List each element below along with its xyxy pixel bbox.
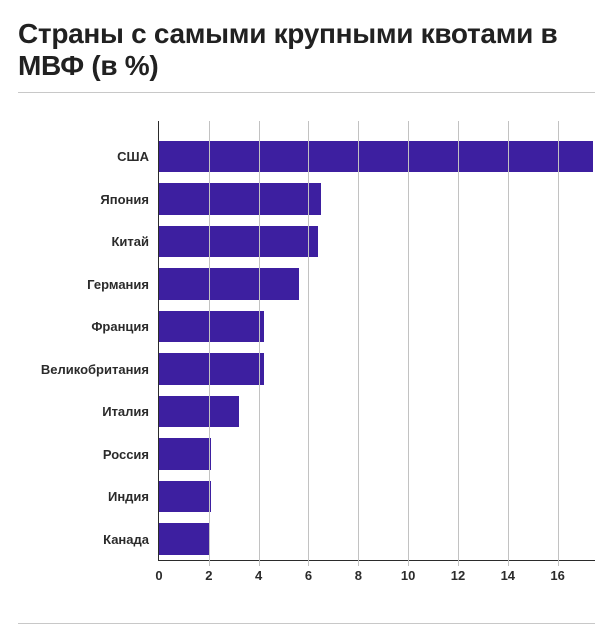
y-category-label: Индия xyxy=(108,489,159,504)
gridline xyxy=(308,121,309,566)
y-category-label: Германия xyxy=(87,277,159,292)
divider-top xyxy=(18,92,595,93)
gridline xyxy=(358,121,359,566)
x-tick-label: 2 xyxy=(205,560,212,583)
bar xyxy=(159,268,299,299)
plot-area: СШАЯпонияКитайГерманияФранцияВеликобрита… xyxy=(158,121,595,561)
bar xyxy=(159,523,209,554)
y-category-label: Китай xyxy=(111,234,159,249)
x-tick-label: 14 xyxy=(501,560,515,583)
bar xyxy=(159,396,239,427)
bar xyxy=(159,141,593,172)
y-category-label: Италия xyxy=(102,404,159,419)
bar xyxy=(159,438,211,469)
x-tick-label: 8 xyxy=(355,560,362,583)
bar-row: Канада xyxy=(159,518,595,561)
bar xyxy=(159,226,318,257)
bar-row: Франция xyxy=(159,305,595,348)
x-tick-label: 6 xyxy=(305,560,312,583)
bar-row: Индия xyxy=(159,475,595,518)
chart-title: Страны с самыми крупными квотами в МВФ (… xyxy=(18,18,595,82)
bar-row: Япония xyxy=(159,178,595,221)
y-category-label: Канада xyxy=(103,532,159,547)
gridline xyxy=(408,121,409,566)
bar xyxy=(159,481,211,512)
y-category-label: Франция xyxy=(91,319,159,334)
bar-row: Россия xyxy=(159,433,595,476)
x-tick-label: 16 xyxy=(550,560,564,583)
bar xyxy=(159,353,264,384)
bar-row: Италия xyxy=(159,390,595,433)
gridline xyxy=(508,121,509,566)
x-tick-label: 12 xyxy=(451,560,465,583)
gridline xyxy=(458,121,459,566)
bar xyxy=(159,183,321,214)
chart: СШАЯпонияКитайГерманияФранцияВеликобрита… xyxy=(18,121,595,591)
x-tick-label: 0 xyxy=(155,560,162,583)
y-category-label: Великобритания xyxy=(41,362,159,377)
bar-row: Китай xyxy=(159,220,595,263)
page: Страны с самыми крупными квотами в МВФ (… xyxy=(0,0,613,636)
x-tick-label: 4 xyxy=(255,560,262,583)
bar-row: Германия xyxy=(159,263,595,306)
divider-bottom xyxy=(18,623,595,624)
bar xyxy=(159,311,264,342)
y-category-label: Япония xyxy=(100,192,159,207)
x-tick-label: 10 xyxy=(401,560,415,583)
gridline xyxy=(259,121,260,566)
y-category-label: Россия xyxy=(103,447,159,462)
gridline xyxy=(558,121,559,566)
gridline xyxy=(209,121,210,566)
bar-row: США xyxy=(159,135,595,178)
bars-container: СШАЯпонияКитайГерманияФранцияВеликобрита… xyxy=(159,121,595,560)
y-category-label: США xyxy=(117,149,159,164)
bar-row: Великобритания xyxy=(159,348,595,391)
